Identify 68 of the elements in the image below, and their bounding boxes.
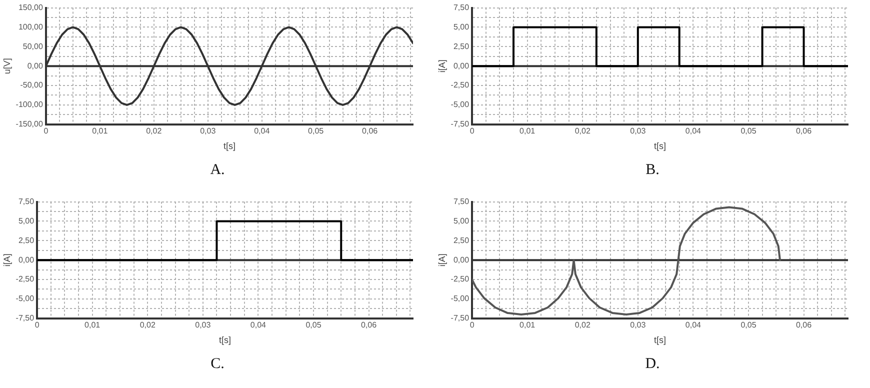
y-tick-label: -7,50 [450,314,470,323]
y-tick-label: 5,00 [18,216,35,226]
x-tick-label: 0,04 [685,320,702,330]
y-tick-label: 2,50 [18,236,35,245]
x-tick-label: 0 [34,320,40,330]
y-tick-label: -5,00 [450,294,470,304]
y-tick-label: -5,00 [450,100,470,110]
x-axis-title: t[s] [653,141,668,151]
y-tick-label: 7,50 [453,197,470,206]
x-tick-label: 0,05 [740,126,757,136]
x-tick-label: 0,04 [254,126,270,136]
y-tick-label: -7,50 [450,120,470,129]
x-tick-label: 0,01 [84,320,101,330]
x-tick-label: 0,02 [146,126,162,136]
x-tick-label: 0,03 [200,126,216,136]
x-tick-label: 0,06 [796,126,812,136]
y-tick-label: 5,00 [453,216,470,226]
y-tick-label: -50,00 [20,80,44,90]
y-tick-label: -7,50 [16,314,35,323]
y-tick-label: 5,00 [453,22,470,32]
y-tick-label: 7,50 [18,197,35,206]
x-tick-label: 0,05 [740,320,757,330]
x-tick-label: 0,02 [574,320,591,330]
y-tick-label: -150,00 [16,120,44,129]
y-tick-label: 0,00 [18,255,35,264]
text: C. [210,356,226,373]
x-tick-label: 0,01 [520,320,536,330]
text: A. [209,162,226,179]
y-axis-title: i[A] [436,254,447,267]
x-axis-title: t[s] [222,141,236,151]
x-tick-label: 0,05 [306,320,322,330]
x-tick-label: 0,03 [195,320,212,330]
x-tick-label: 0,06 [360,320,378,330]
x-tick-label: 0,01 [520,126,536,136]
x-tick-label: 0 [44,126,49,136]
y-tick-label: -2,50 [450,274,470,284]
y-tick-label: -2,50 [16,274,35,284]
y-axis-title: i[A] [436,60,447,73]
x-tick-label: 0 [470,126,475,136]
text: B. [644,162,660,179]
y-tick-label: -100,00 [16,100,44,110]
x-tick-label: 0,01 [92,126,108,136]
y-tick-label: 7,50 [453,3,470,12]
x-tick-label: 0 [470,320,475,330]
y-tick-label: 0,00 [453,255,470,264]
x-tick-label: 0,04 [685,126,702,136]
x-tick-label: 0,05 [308,126,324,136]
y-tick-label: 0,00 [453,61,470,70]
x-tick-label: 0,06 [362,126,378,136]
x-tick-label: 0,02 [140,320,156,330]
x-tick-label: 0,03 [630,126,646,136]
y-tick-label: -2,50 [450,80,470,90]
y-axis-title: u[V] [2,58,12,74]
x-axis-title: t[s] [653,335,668,345]
y-tick-label: 150,00 [18,3,44,12]
x-tick-label: 0,03 [630,320,646,330]
y-tick-label: 100,00 [18,22,44,32]
text: D. [644,356,661,373]
y-tick-label: 2,50 [453,236,470,245]
y-tick-label: -5,00 [16,294,35,304]
x-tick-label: 0,02 [574,126,591,136]
y-axis-title: i[A] [2,254,12,267]
x-tick-label: 0,06 [796,320,812,330]
y-tick-label: 2,50 [453,42,470,51]
x-axis-title: t[s] [218,335,232,345]
y-tick-label: 0,00 [27,61,44,70]
x-tick-label: 0,04 [250,320,267,330]
y-tick-label: 50,00 [22,42,44,51]
